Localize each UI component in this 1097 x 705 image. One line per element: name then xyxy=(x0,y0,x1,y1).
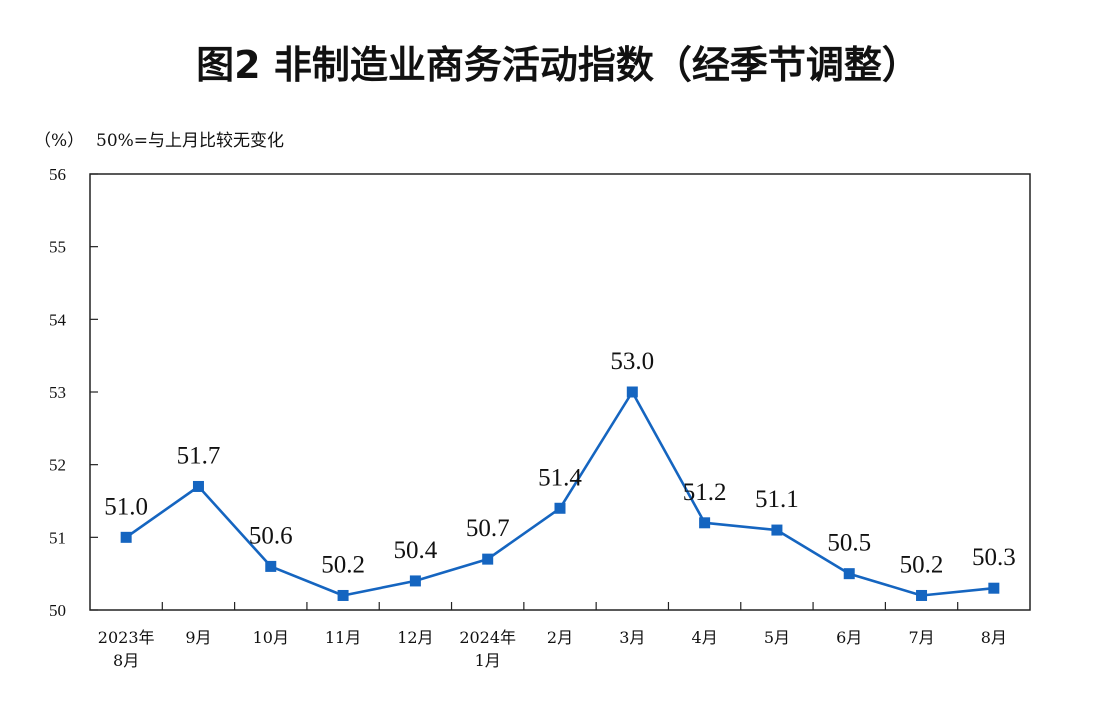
data-point xyxy=(771,524,783,536)
y-tick-label: 52 xyxy=(49,456,66,475)
data-point xyxy=(554,502,566,514)
data-point xyxy=(337,589,349,601)
data-point xyxy=(120,531,132,543)
data-point xyxy=(699,517,711,529)
y-tick-label: 50 xyxy=(49,601,66,620)
data-point xyxy=(409,575,421,587)
data-point xyxy=(265,560,277,572)
y-axis: 50 51 52 53 54 55 56 xyxy=(49,165,98,620)
data-point xyxy=(626,386,638,398)
x-tick-label: 3月 xyxy=(619,628,645,647)
data-label: 50.2 xyxy=(321,551,365,578)
x-tick-label: 9月 xyxy=(185,628,211,647)
data-label: 50.2 xyxy=(900,551,944,578)
data-label: 51.1 xyxy=(755,486,799,513)
data-label: 50.5 xyxy=(827,530,871,557)
data-label: 51.2 xyxy=(683,479,727,506)
x-tick-label: 10月 xyxy=(253,628,289,647)
data-label: 51.7 xyxy=(177,442,221,469)
x-tick-label: 2024年 xyxy=(459,628,516,647)
series-layer: 51.0 51.7 50.6 50.2 50.4 50.7 51.4 53.0 51.2 51.1… xyxy=(104,348,1016,601)
y-tick-label: 54 xyxy=(49,310,67,329)
data-label: 50.6 xyxy=(249,522,293,549)
x-tick-label: 8月 xyxy=(113,651,139,670)
x-tick-label: 8月 xyxy=(981,628,1007,647)
x-tick-label: 6月 xyxy=(836,628,862,647)
series-line xyxy=(125,390,994,597)
x-tick-label: 12月 xyxy=(397,628,433,647)
x-tick-label: 2月 xyxy=(547,628,573,647)
unit-label: （%） xyxy=(34,131,84,151)
data-label: 51.0 xyxy=(104,493,148,520)
x-tick-label: 5月 xyxy=(764,628,790,647)
data-label: 50.3 xyxy=(972,544,1016,571)
data-label: 53.0 xyxy=(610,348,654,375)
note-text: 50%=与上月比较无变化 xyxy=(96,131,284,151)
y-tick-label: 51 xyxy=(49,528,66,547)
data-point xyxy=(843,568,855,580)
chart-title: 图2 非制造业商务活动指数（经季节调整） xyxy=(196,43,920,87)
x-tick-label: 11月 xyxy=(325,628,361,647)
x-tick-label: 1月 xyxy=(475,651,501,670)
data-label: 51.4 xyxy=(538,464,582,491)
y-tick-label: 53 xyxy=(49,383,66,402)
x-tick-label: 7月 xyxy=(908,628,934,647)
data-label: 50.7 xyxy=(466,515,510,542)
x-axis: 2023年 8月 9月 10月 11月 12月 2024年 1月 2月 3月 4月 5月 6月 7月 8月 xyxy=(98,602,1007,670)
data-label: 50.4 xyxy=(394,537,438,564)
data-point xyxy=(988,582,1000,594)
data-point xyxy=(916,589,928,601)
data-point xyxy=(482,553,494,565)
x-tick-label: 2023年 xyxy=(98,628,155,647)
data-point xyxy=(192,480,204,492)
y-tick-label: 55 xyxy=(49,238,66,257)
y-tick-label: 56 xyxy=(49,165,66,184)
plot-frame xyxy=(89,173,1031,611)
x-tick-label: 4月 xyxy=(692,628,718,647)
